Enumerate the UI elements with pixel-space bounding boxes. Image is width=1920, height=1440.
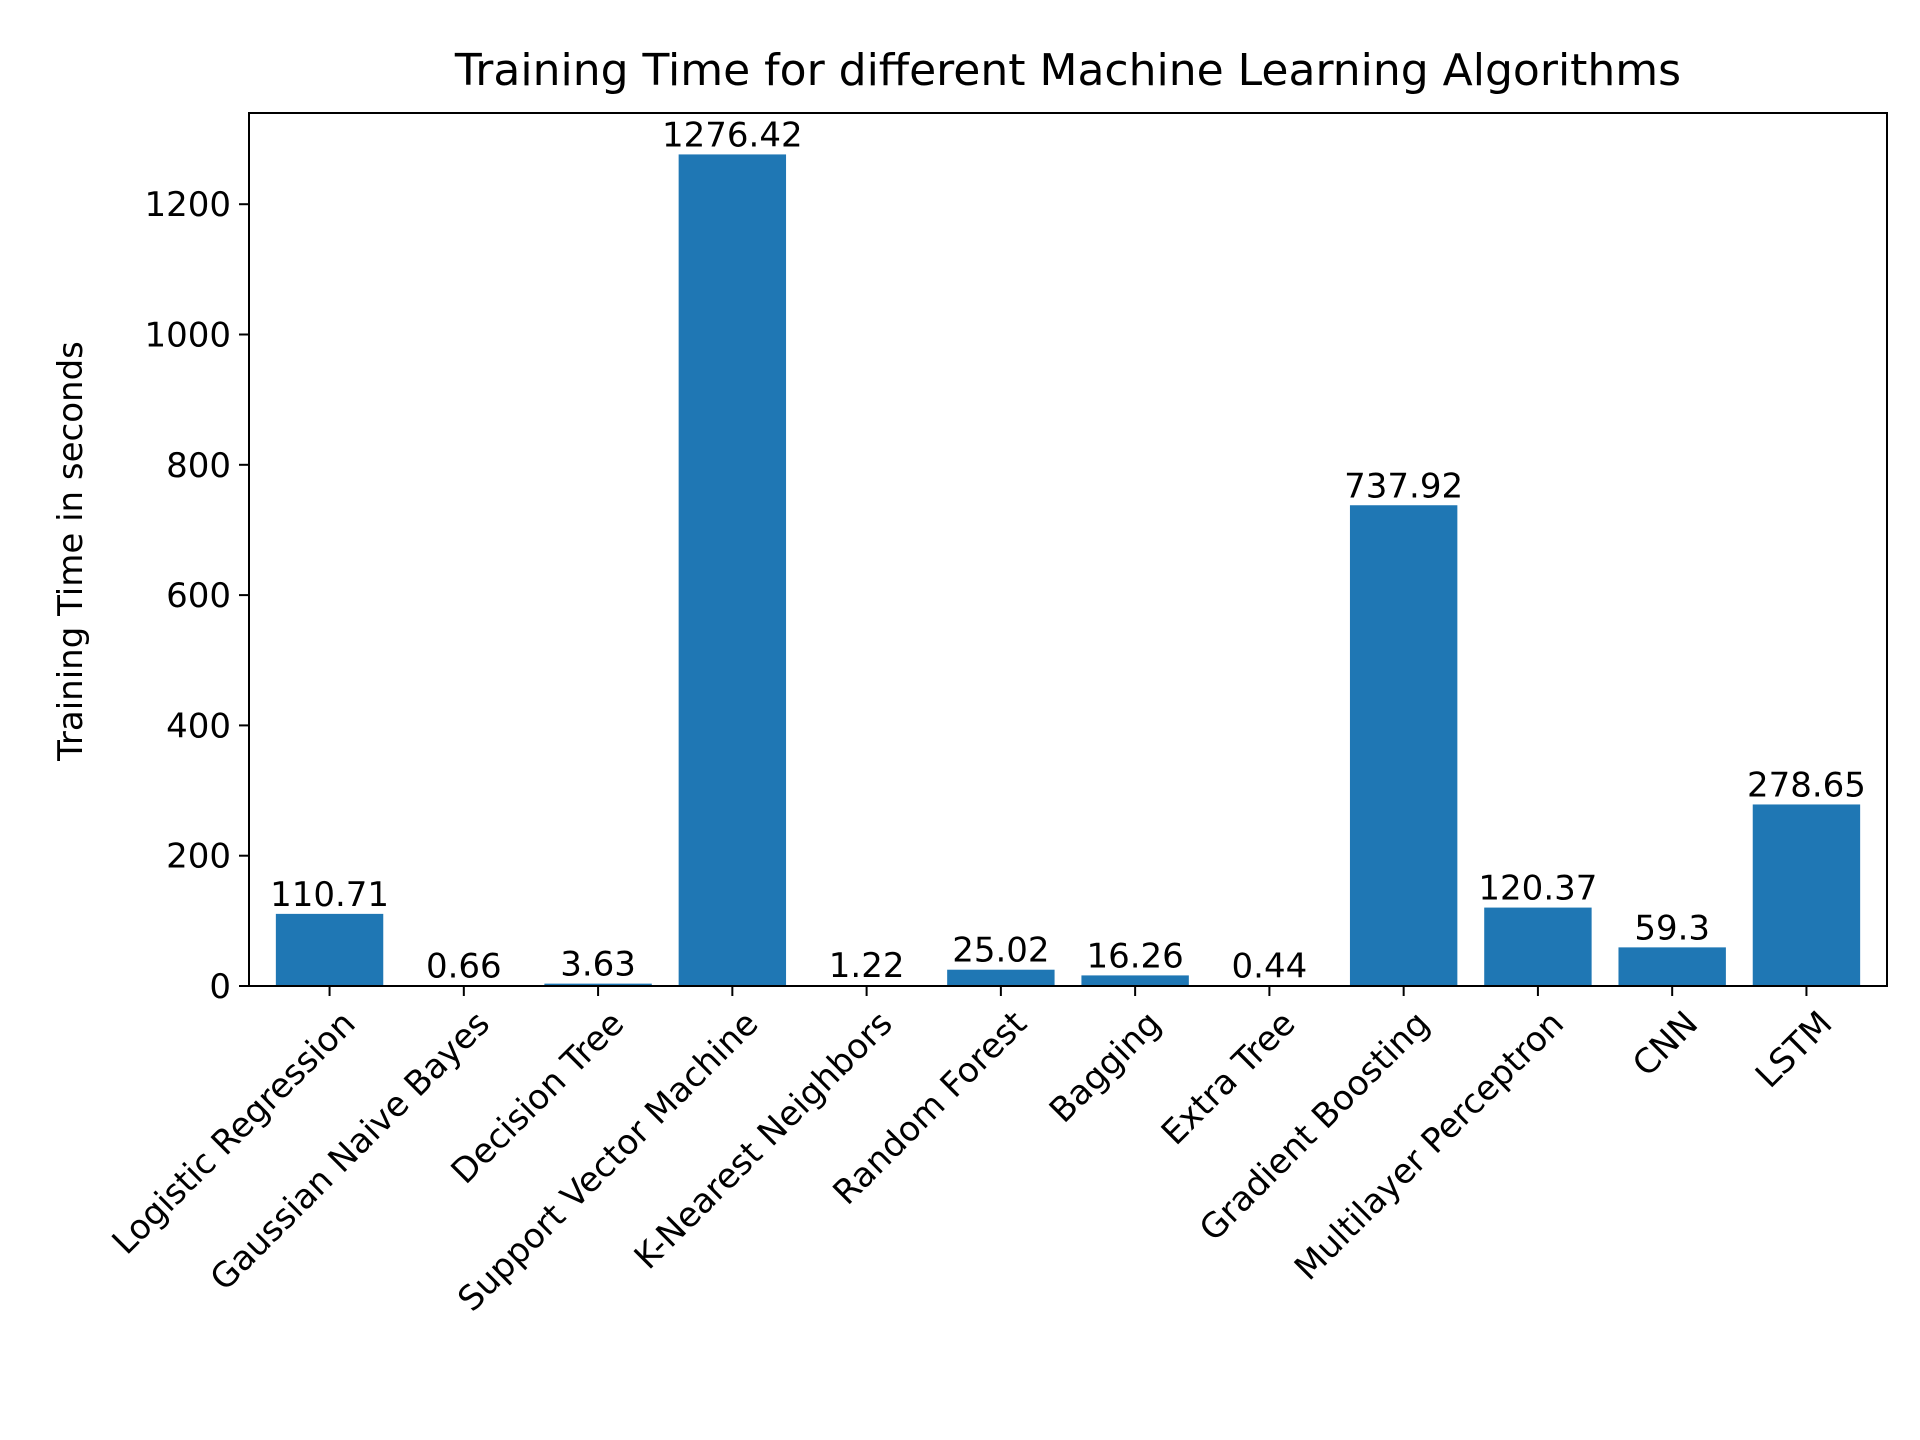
data-label-9: 120.37: [1478, 869, 1597, 909]
data-label-0: 110.71: [270, 875, 389, 915]
y-axis-label: Training Time in seconds: [51, 341, 91, 762]
bar-8: [1349, 505, 1458, 986]
data-labels-layer: 110.71 0.66 3.63 1276.42 1.22 25.02 16.26 0.44 7…: [270, 115, 1866, 986]
x-tick-label-4: K-Nearest Neighbors: [627, 1004, 901, 1278]
bar-9: [1484, 907, 1592, 986]
data-label-7: 0.44: [1232, 947, 1308, 987]
x-tick-label-1: Gaussian Naive Bayes: [203, 1004, 498, 1299]
bar-5: [947, 969, 1055, 986]
data-label-8: 737.92: [1344, 466, 1463, 506]
data-label-4: 1.22: [829, 946, 905, 986]
x-tick-label-10: CNN: [1625, 1004, 1706, 1085]
y-tick-label-0: 0: [209, 967, 231, 1007]
y-tick-label-6: 1200: [144, 185, 231, 225]
x-tick-label-0: Logistic Regression: [105, 1004, 364, 1263]
data-label-6: 16.26: [1086, 936, 1183, 976]
y-tick-label-2: 400: [166, 706, 231, 746]
data-label-3: 1276.42: [662, 115, 803, 155]
x-tick-label-8: Gradient Boosting: [1192, 1004, 1438, 1250]
bars-layer: [275, 154, 1861, 987]
bar-10: [1618, 947, 1726, 986]
bar-0: [275, 913, 384, 986]
bar-2: [544, 983, 652, 986]
y-tick-label-4: 800: [166, 446, 231, 486]
bar-6: [1081, 975, 1189, 986]
bar-11: [1752, 804, 1861, 986]
x-tick-label-9: Multilayer Perceptron: [1287, 1004, 1572, 1289]
chart-title: Training Time for different Machine Lear…: [454, 45, 1681, 96]
data-label-1: 0.66: [426, 947, 502, 987]
x-tick-label-11: LSTM: [1748, 1004, 1840, 1096]
data-label-10: 59.3: [1634, 908, 1710, 948]
y-tick-label-5: 1000: [144, 316, 231, 356]
y-axis-ticks: 0 200 400 600 800 1000 1200: [144, 185, 249, 1007]
x-tick-label-6: Bagging: [1042, 1004, 1169, 1131]
y-tick-label-3: 600: [166, 576, 231, 616]
plot-area-frame: [248, 112, 1888, 987]
bar-3: [678, 154, 787, 987]
data-label-11: 278.65: [1747, 765, 1866, 805]
y-tick-label-1: 200: [166, 837, 231, 877]
data-label-2: 3.63: [560, 945, 636, 985]
data-label-5: 25.02: [952, 931, 1049, 971]
